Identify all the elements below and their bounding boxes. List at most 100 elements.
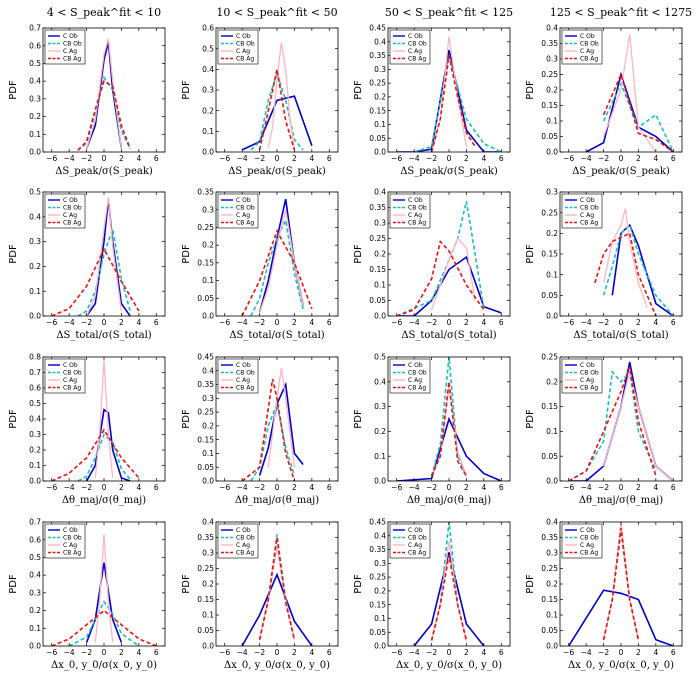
x-tick-label: 6 — [154, 648, 159, 657]
y-tick-label: 0.3 — [29, 430, 41, 439]
x-tick-label: 0 — [447, 154, 452, 163]
y-tick-label: 0.6 — [202, 24, 214, 33]
x-tick-label: 4 — [481, 483, 486, 492]
y-tick-label: 0.4 — [546, 24, 558, 33]
legend-label: C Ob — [580, 527, 595, 534]
x-axis-label: Δθ_maj/σ(θ_maj) — [235, 495, 319, 506]
legend-label: CB Ag — [63, 220, 81, 227]
y-tick-label: 0.2 — [202, 241, 214, 250]
y-tick-label: 0.3 — [29, 588, 41, 597]
series-line-c-ob — [258, 381, 304, 476]
series-line-cb-ag — [430, 381, 468, 477]
series-line-cb-ag — [396, 239, 485, 316]
y-axis-label: PDF — [525, 409, 536, 429]
legend-label: C Ob — [408, 527, 423, 534]
x-tick-label: 6 — [154, 154, 159, 163]
x-tick-label: 0 — [447, 318, 452, 327]
series-line-cb-ob — [77, 433, 131, 481]
legend-label: CB Ag — [408, 56, 426, 63]
legend-label: CB Ob — [236, 205, 255, 212]
x-tick-label: 0 — [275, 154, 280, 163]
subplot-r0-c2: −6 −4 −2 0 2 4 6 0.0 0.05 0.1 0.15 0.2 0.25 0.3 0.35 0.… — [353, 24, 511, 177]
y-tick-label: 0.05 — [197, 626, 214, 635]
x-tick-label: 0 — [275, 318, 280, 327]
legend-label: C Ob — [580, 197, 595, 204]
y-axis-label: PDF — [525, 244, 536, 264]
legend-label: CB Ob — [63, 205, 82, 212]
x-tick-label: −6 — [219, 483, 230, 492]
y-tick-label: 0.1 — [374, 281, 386, 290]
legend-label: C Ag — [236, 377, 250, 384]
y-axis-label: PDF — [8, 409, 19, 429]
y-tick-label: 0.4 — [202, 366, 214, 375]
x-tick-label: 6 — [671, 483, 676, 492]
y-axis-label: PDF — [525, 574, 536, 594]
y-tick-label: 0.1 — [546, 427, 558, 436]
legend-label: CB Ob — [236, 370, 255, 377]
y-tick-label: 0.4 — [374, 37, 386, 46]
y-tick-label: 0.0 — [546, 312, 558, 321]
y-tick-label: 0.5 — [29, 399, 41, 408]
x-tick-label: −2 — [254, 648, 265, 657]
x-axis-label: ΔS_total/σ(S_total) — [401, 330, 496, 341]
y-tick-label: 0.15 — [541, 595, 558, 604]
y-axis-label: PDF — [181, 574, 192, 594]
y-tick-label: 0.6 — [29, 384, 41, 393]
x-tick-label: −4 — [237, 483, 248, 492]
x-tick-label: 2 — [119, 483, 124, 492]
x-tick-label: 2 — [636, 648, 641, 657]
legend-label: C Ag — [408, 542, 422, 549]
x-tick-label: −4 — [409, 648, 420, 657]
subplot-r2-c1: −6 −4 −2 0 2 4 6 0.0 0.05 0.1 0.15 0.2 0.25 0.3 0.35 0.… — [181, 353, 339, 506]
y-tick-label: 0.15 — [197, 435, 214, 444]
y-tick-label: 0.1 — [202, 276, 214, 285]
y-tick-label: 0.3 — [546, 549, 558, 558]
x-tick-label: −6 — [391, 154, 402, 163]
column-title: 50 < S_peak^fit < 125 — [385, 6, 513, 19]
y-tick-label: 0.6 — [29, 41, 41, 50]
series-line-cb-ag — [241, 378, 296, 481]
legend-label: C Ob — [408, 197, 423, 204]
y-tick-label: 0.25 — [369, 79, 386, 88]
y-tick-label: 0.4 — [374, 377, 386, 386]
x-axis-label: Δx_0, y_0/σ(x_0, y_0) — [568, 660, 674, 671]
x-tick-label: −6 — [391, 483, 402, 492]
x-tick-label: −2 — [254, 483, 265, 492]
y-tick-label: 0.05 — [541, 291, 558, 300]
x-tick-label: 6 — [499, 318, 504, 327]
y-tick-label: 0.35 — [541, 533, 558, 542]
x-tick-label: 4 — [653, 154, 658, 163]
x-axis-label: ΔS_peak/σ(S_peak) — [400, 166, 498, 177]
legend-label: CB Ob — [236, 535, 255, 542]
legend-label: CB Ag — [580, 385, 598, 392]
subplot-r1-c1: −6 −4 −2 0 2 4 6 0.0 0.05 0.1 0.15 0.2 0.25 0.3 0.35 PD… — [181, 188, 339, 341]
y-axis-label: PDF — [353, 574, 364, 594]
y-tick-label: 0.1 — [202, 611, 214, 620]
x-tick-label: −4 — [237, 154, 248, 163]
x-tick-label: 2 — [636, 154, 641, 163]
x-tick-label: 4 — [481, 648, 486, 657]
series-line-cb-ag — [51, 247, 140, 316]
y-tick-label: 0.0 — [374, 312, 386, 321]
y-tick-label: 0.1 — [546, 611, 558, 620]
legend-label: C Ob — [63, 362, 78, 369]
y-axis-label: PDF — [8, 244, 19, 264]
y-tick-label: 0.5 — [29, 59, 41, 68]
legend-label: CB Ag — [236, 56, 254, 63]
y-tick-label: 0.2 — [29, 262, 41, 271]
x-tick-label: 2 — [464, 483, 469, 492]
y-tick-label: 0.05 — [369, 134, 386, 143]
x-tick-label: −6 — [563, 154, 574, 163]
series-line-c-ob — [396, 416, 502, 481]
y-tick-label: 0.15 — [197, 258, 214, 267]
subplot-r3-c2: −6 −4 −2 0 2 4 6 0.0 0.05 0.1 0.15 0.2 0.25 0.3 0.35 0.… — [353, 518, 511, 671]
column-title: 125 < S_peak^fit < 1275 — [550, 6, 692, 19]
legend-label: CB Ag — [408, 550, 426, 557]
y-tick-label: 0.1 — [29, 287, 41, 296]
y-tick-label: 0.5 — [29, 188, 41, 197]
y-tick-label: 0.4 — [29, 415, 41, 424]
